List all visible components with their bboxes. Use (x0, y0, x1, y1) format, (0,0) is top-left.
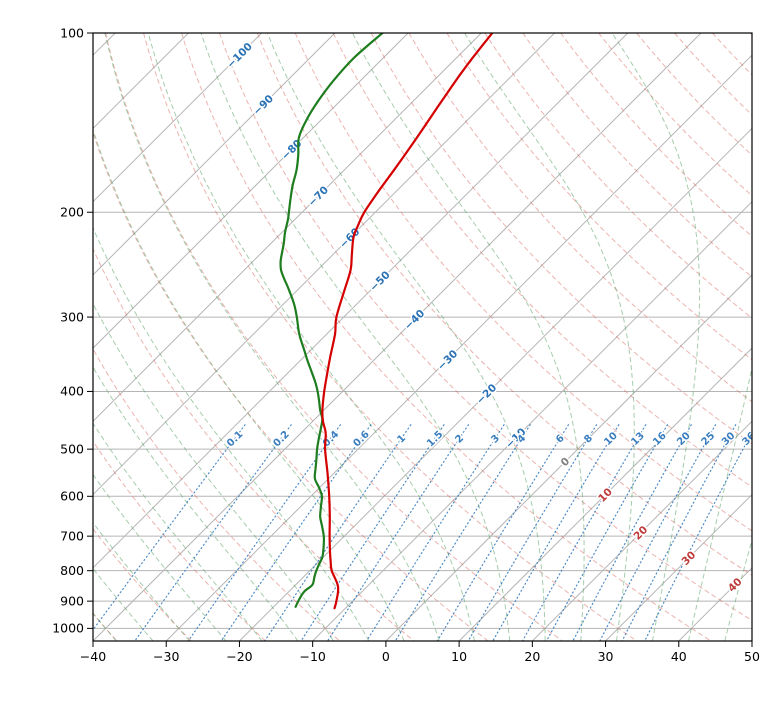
svg-text:20: 20 (524, 649, 540, 664)
svg-text:30: 30 (598, 649, 614, 664)
moist-adiabats (93, 33, 752, 641)
grid-lines (93, 33, 752, 641)
svg-text:900: 900 (60, 593, 84, 608)
svg-text:200: 200 (60, 204, 84, 219)
svg-text:1000: 1000 (52, 621, 84, 636)
svg-text:700: 700 (60, 528, 84, 543)
svg-text:−10: −10 (299, 649, 325, 664)
dry-adiabats (93, 33, 752, 641)
svg-text:400: 400 (60, 384, 84, 399)
sounding-curves (279, 33, 494, 610)
svg-text:300: 300 (60, 309, 84, 324)
svg-text:600: 600 (60, 489, 84, 504)
svg-text:50: 50 (744, 649, 760, 664)
svg-text:800: 800 (60, 563, 84, 578)
mixing-ratio-lines (93, 424, 752, 641)
svg-text:100: 100 (60, 25, 84, 40)
svg-text:−40: −40 (80, 649, 106, 664)
svg-text:10: 10 (451, 649, 467, 664)
svg-text:−30: −30 (153, 649, 179, 664)
temperature-curve (321, 33, 494, 610)
svg-text:0: 0 (382, 649, 390, 664)
svg-text:500: 500 (60, 441, 84, 456)
dewpoint-curve (279, 33, 384, 608)
svg-text:−20: −20 (226, 649, 252, 664)
svg-text:40: 40 (671, 649, 687, 664)
